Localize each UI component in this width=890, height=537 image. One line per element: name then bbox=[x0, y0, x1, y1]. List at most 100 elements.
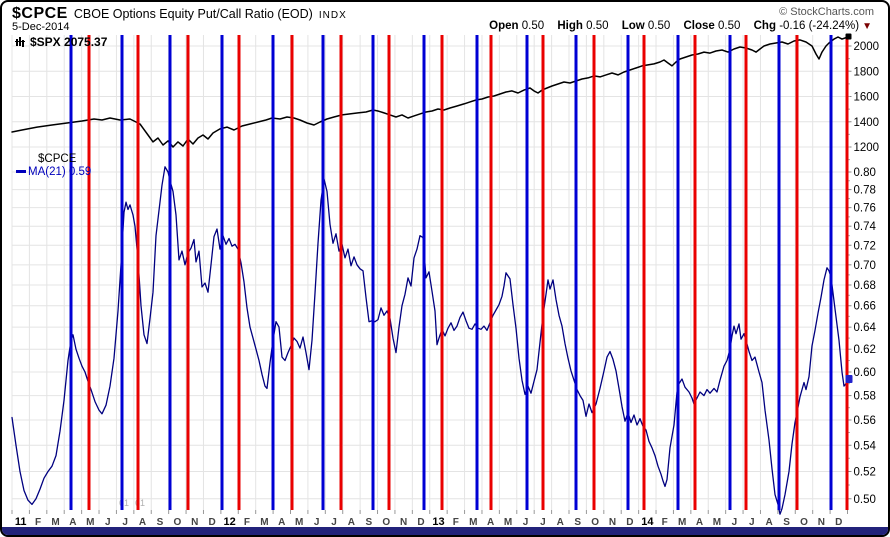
spx-legend-value: 2075.37 bbox=[64, 35, 108, 49]
year-label: 12 bbox=[223, 516, 235, 528]
change-down-icon: ▼ bbox=[862, 21, 872, 32]
month-label: J bbox=[749, 517, 755, 528]
year-label: 11 bbox=[15, 516, 27, 528]
month-label: M bbox=[260, 517, 268, 528]
spx-axis-label: 1800 bbox=[854, 66, 880, 78]
month-label: J bbox=[314, 517, 320, 528]
chart-date: 5-Dec-2014 bbox=[12, 21, 70, 33]
cpce-axis-label: 0.70 bbox=[854, 260, 876, 272]
close-value: 0.50 bbox=[718, 20, 741, 32]
spx-line-series bbox=[11, 35, 849, 148]
month-label: M bbox=[504, 517, 512, 528]
cpce-axis-label: 0.58 bbox=[854, 391, 876, 403]
right-axis: 2000 1800 1600 1400 1200 0.80 0.78 0.76 0.74 0.72… bbox=[847, 35, 880, 510]
month-label: S bbox=[365, 517, 372, 528]
month-label: J bbox=[540, 517, 546, 528]
spx-axis-label: 1600 bbox=[854, 92, 880, 104]
ma-line-swatch-icon bbox=[16, 170, 26, 174]
cpce-legend[interactable]: $CPCE MA(21) 0.59 bbox=[16, 153, 91, 179]
quote-summary: Open 0.50 High 0.50 Low 0.50 Close 0.50 … bbox=[479, 20, 872, 32]
month-label: J bbox=[122, 517, 128, 528]
low-value: 0.50 bbox=[647, 20, 671, 32]
month-label: J bbox=[105, 517, 111, 528]
cpce-axis-label: 0.78 bbox=[854, 185, 876, 197]
close-label: Close bbox=[683, 20, 715, 32]
month-label: A bbox=[348, 517, 355, 528]
month-label: J bbox=[732, 517, 738, 528]
month-label: D bbox=[209, 517, 216, 528]
annotations: 61 61 bbox=[119, 498, 145, 508]
month-label: A bbox=[278, 517, 285, 528]
high-value: 0.50 bbox=[586, 20, 609, 32]
cpce-axis-label: 0.64 bbox=[854, 322, 877, 334]
month-label: S bbox=[574, 517, 581, 528]
month-label: A bbox=[696, 517, 703, 528]
cpce-axis-label: 0.62 bbox=[854, 344, 876, 356]
month-label: D bbox=[626, 517, 633, 528]
month-label: O bbox=[800, 517, 808, 528]
cpce-axis-label: 0.52 bbox=[854, 467, 876, 479]
open-label: Open bbox=[489, 20, 519, 32]
month-label: O bbox=[382, 517, 390, 528]
spx-legend[interactable]: $SPX 2075.37 bbox=[15, 35, 107, 49]
ma-legend-label: MA(21) bbox=[28, 166, 66, 178]
annotation-text: 61 bbox=[135, 498, 145, 508]
month-label: S bbox=[157, 517, 164, 528]
month-label: J bbox=[331, 517, 337, 528]
spx-axis-label: 2000 bbox=[854, 41, 880, 53]
month-label: F bbox=[662, 517, 668, 528]
month-label: A bbox=[69, 517, 76, 528]
chg-value: -0.16 (-24.24%) bbox=[779, 20, 860, 32]
spx-axis-label: 1400 bbox=[854, 117, 880, 129]
month-label: S bbox=[783, 517, 790, 528]
cpce-axis-label: 0.60 bbox=[854, 367, 876, 379]
month-label: O bbox=[591, 517, 599, 528]
month-label: F bbox=[35, 517, 41, 528]
copyright-label: © StockCharts.com bbox=[779, 6, 874, 18]
symbol-title: $CPCE bbox=[12, 5, 68, 22]
month-label: M bbox=[713, 517, 721, 528]
bottom-bar bbox=[2, 527, 888, 535]
signal-lines bbox=[69, 35, 849, 510]
month-label: M bbox=[469, 517, 477, 528]
month-label: A bbox=[557, 517, 564, 528]
month-label: M bbox=[51, 517, 59, 528]
ma-value-marker bbox=[845, 375, 853, 384]
month-label: N bbox=[818, 517, 825, 528]
cpce-axis-label: 0.50 bbox=[854, 494, 876, 506]
cpce-axis-label: 0.56 bbox=[854, 415, 876, 427]
cpce-axis-label: 0.66 bbox=[854, 301, 876, 313]
spx-axis-label: 1200 bbox=[854, 142, 880, 154]
high-label: High bbox=[557, 20, 583, 32]
open-value: 0.50 bbox=[521, 20, 545, 32]
spx-value-marker bbox=[845, 33, 852, 40]
spx-legend-symbol: $SPX bbox=[30, 35, 61, 49]
year-label: 13 bbox=[432, 516, 444, 528]
exchange-label: INDX bbox=[318, 10, 347, 21]
ma-legend-value: 0.59 bbox=[68, 166, 92, 178]
month-label: N bbox=[609, 517, 616, 528]
month-label: A bbox=[766, 517, 773, 528]
month-label: F bbox=[244, 517, 250, 528]
year-label: 14 bbox=[641, 516, 654, 528]
annotation-text: 61 bbox=[119, 498, 129, 508]
chart-title: CBOE Options Equity Put/Call Ratio (EOD) bbox=[73, 7, 313, 21]
chart-header: $CPCE CBOE Options Equity Put/Call Ratio … bbox=[12, 5, 347, 23]
month-label: N bbox=[191, 517, 198, 528]
month-label: D bbox=[835, 517, 842, 528]
month-label: M bbox=[86, 517, 94, 528]
month-label: N bbox=[400, 517, 407, 528]
month-label: F bbox=[453, 517, 459, 528]
cpce-axis-label: 0.80 bbox=[854, 167, 876, 179]
cpce-legend-symbol: $CPCE bbox=[38, 153, 77, 165]
cpce-axis-label: 0.68 bbox=[854, 280, 876, 292]
cpce-axis-label: 0.72 bbox=[854, 240, 876, 252]
cpce-axis-label: 0.54 bbox=[854, 440, 877, 452]
month-axis: 11 F M A M J J A S O N D 12 F M A M J J A S O N D 13 F M A M J J A S O N D 1… bbox=[11, 510, 848, 528]
month-label: M bbox=[678, 517, 686, 528]
chg-label: Chg bbox=[753, 20, 776, 32]
price-bars-icon bbox=[15, 37, 26, 47]
month-label: A bbox=[487, 517, 494, 528]
